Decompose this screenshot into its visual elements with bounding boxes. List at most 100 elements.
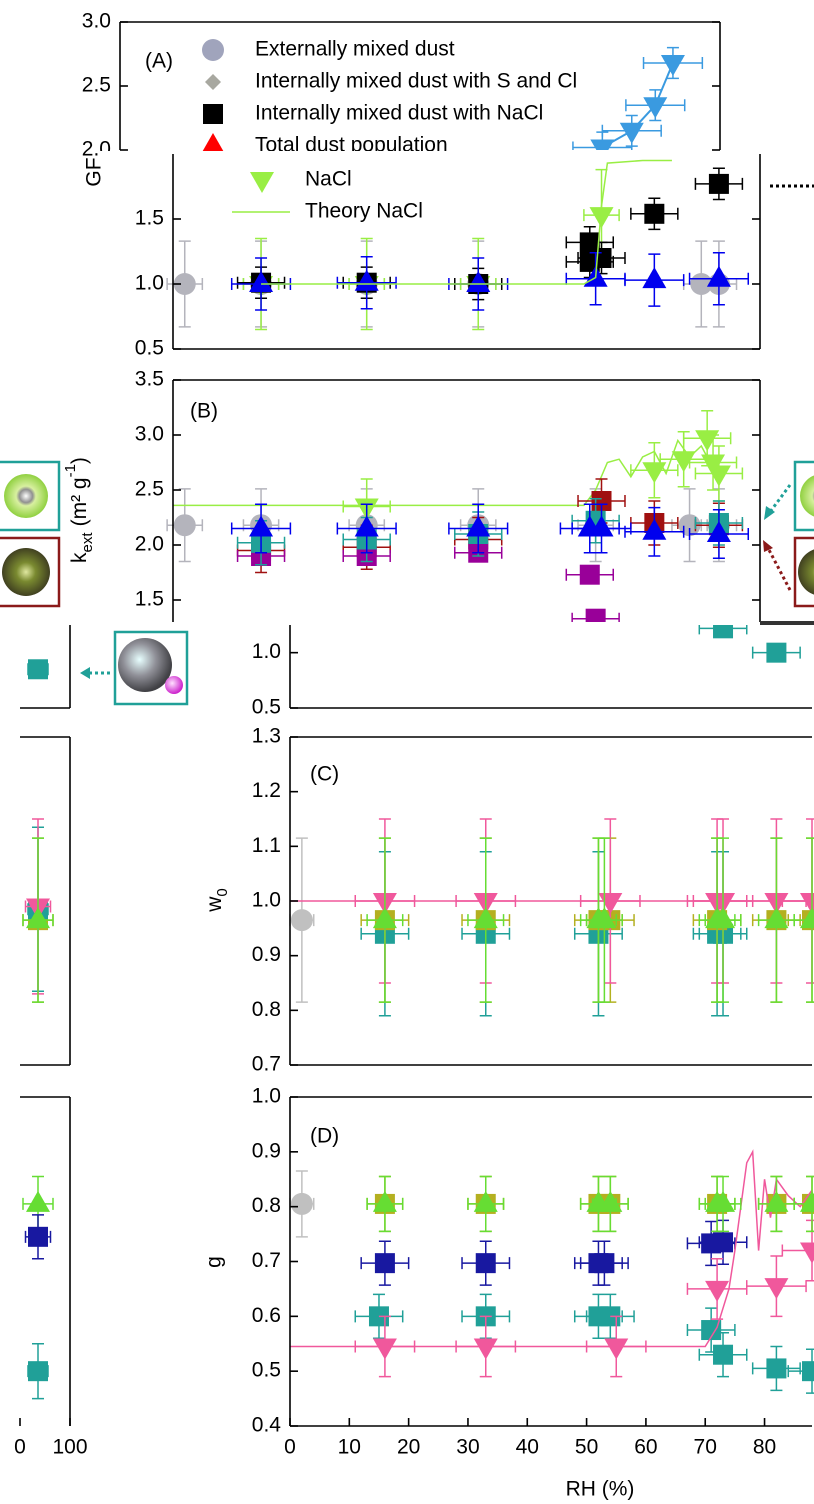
marker: [800, 1242, 814, 1264]
inset-arrowhead: [80, 667, 90, 679]
plot-area: [289, 1149, 814, 1394]
y-tick-label: 0.7: [252, 1249, 281, 1272]
y-tick-label: 1.5: [135, 588, 164, 611]
marker: [764, 1278, 789, 1300]
x-tick-label: 80: [753, 1436, 776, 1459]
plot-area: [27, 659, 49, 680]
y-tick-label: 1.0: [252, 889, 281, 912]
inset-particle: [800, 475, 814, 517]
legend-marker: [202, 39, 224, 61]
marker: [706, 265, 731, 287]
marker: [473, 1338, 498, 1360]
marker: [372, 1190, 397, 1212]
marker: [713, 625, 734, 639]
marker: [585, 608, 606, 622]
panel-background: [100, 356, 780, 624]
x-tick-label: 20: [397, 1436, 420, 1459]
legend-label: Externally mixed dust: [255, 38, 455, 61]
x-tick-label: 40: [516, 1436, 539, 1459]
panel-label: (B): [190, 400, 218, 423]
y-tick-label: 3.5: [135, 368, 164, 391]
marker: [26, 907, 50, 929]
marker: [708, 173, 729, 194]
inset-particle: [798, 549, 814, 595]
legend-label: Internally mixed dust with NaCl: [255, 102, 543, 125]
plot-area: [22, 1175, 54, 1400]
marker: [475, 1253, 496, 1274]
y-axis-title-part: ext: [79, 532, 96, 553]
marker: [473, 907, 498, 929]
marker: [579, 232, 600, 253]
y-tick-label: 0.7: [252, 1053, 281, 1076]
y-tick-label: 0.8: [252, 1194, 281, 1217]
y-axis-title-part: (m² g: [68, 477, 91, 526]
x-tick-label: 100: [52, 1436, 87, 1459]
marker: [173, 273, 196, 295]
panel: 0.4 0.5 0.6 0.7 0.8 0.9 1.0 0 10 20 30 40 50 60 70 80 (D…: [203, 1085, 814, 1501]
plot-area: [22, 818, 54, 1003]
marker: [764, 1190, 789, 1212]
marker: [705, 1280, 730, 1302]
marker: [372, 907, 397, 929]
marker: [466, 515, 491, 537]
legend-marker: [201, 133, 225, 154]
marker: [644, 203, 665, 224]
y-axis-title: w0: [203, 888, 232, 913]
legend-marker: [250, 172, 274, 193]
y-tick-label: 1.1: [252, 834, 281, 857]
panel-label: (C): [310, 763, 339, 786]
marker: [619, 122, 644, 144]
y-tick-label: 0.9: [252, 943, 281, 966]
marker: [354, 515, 379, 537]
plot-area: [698, 625, 801, 663]
marker: [800, 907, 814, 929]
y-tick-label: 1.5: [135, 207, 164, 230]
inset-particle: [118, 638, 172, 692]
marker: [466, 271, 491, 292]
marker: [591, 248, 612, 268]
line: [290, 1149, 813, 1348]
marker: [26, 1190, 50, 1212]
marker: [713, 1232, 734, 1253]
panel: 1.5 2.0 2.5 3.0 3.5 (B) kext (m² g-1): [62, 356, 780, 624]
y-axis-title: GF: [83, 157, 106, 186]
panel: 0.5 1.0 1.5 GF NaCl Theory NaCl: [83, 151, 780, 360]
marker: [473, 1190, 498, 1212]
x-tick-label: 70: [694, 1436, 717, 1459]
marker: [706, 521, 731, 542]
marker: [713, 1344, 734, 1365]
panel: [20, 736, 71, 1066]
y-tick-label: 1.0: [135, 272, 164, 295]
marker: [249, 515, 274, 537]
y-tick-label: 3.0: [135, 423, 164, 446]
marker: [28, 1226, 48, 1247]
legend-marker: [205, 74, 221, 90]
marker: [579, 564, 600, 585]
panel-label: (D): [310, 1125, 339, 1148]
panel: [20, 625, 71, 709]
marker: [642, 518, 667, 540]
marker: [642, 462, 667, 484]
x-tick-label: 10: [338, 1436, 361, 1459]
marker: [374, 1253, 395, 1274]
y-tick-label: 0.5: [252, 696, 281, 719]
y-tick-label: 1.0: [252, 640, 281, 663]
plot-area: [572, 46, 704, 150]
y-tick-label: 1.0: [252, 1085, 281, 1108]
plot-area: [289, 818, 814, 1017]
x-axis-title: RH (%): [566, 1478, 635, 1501]
marker: [590, 139, 615, 150]
panel: 0 100: [14, 1096, 88, 1459]
y-tick-label: 0.8: [252, 998, 281, 1021]
marker: [591, 491, 612, 511]
marker: [660, 54, 685, 76]
y-tick-label: 0.6: [252, 1304, 281, 1327]
y-axis-title-part: ): [68, 457, 91, 464]
y-axis-title: g: [203, 1256, 226, 1268]
marker: [589, 515, 614, 537]
y-tick-label: 2.0: [135, 533, 164, 556]
marker: [642, 267, 667, 289]
y-tick-label: 0.5: [135, 337, 164, 360]
panel-label: (A): [145, 50, 173, 73]
